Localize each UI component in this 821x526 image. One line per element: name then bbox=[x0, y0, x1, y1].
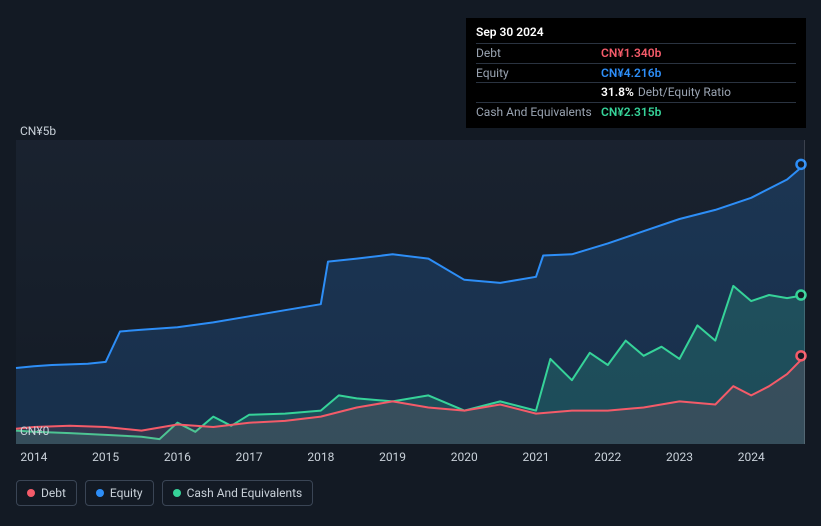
x-axis-tick: 2020 bbox=[451, 450, 478, 464]
tooltip-row: DebtCN¥1.340b bbox=[476, 43, 796, 63]
legend-dot-icon bbox=[27, 489, 35, 497]
legend-dot-icon bbox=[173, 489, 181, 497]
tooltip-row-label: Debt bbox=[476, 45, 601, 62]
x-axis-tick: 2024 bbox=[738, 450, 765, 464]
cursor-line bbox=[804, 140, 805, 444]
legend-label: Debt bbox=[41, 486, 66, 500]
tooltip-date: Sep 30 2024 bbox=[476, 24, 796, 43]
x-axis-tick: 2021 bbox=[523, 450, 550, 464]
tooltip-row-label bbox=[476, 84, 601, 101]
x-axis-tick: 2016 bbox=[164, 450, 191, 464]
x-axis-tick: 2019 bbox=[379, 450, 406, 464]
chart-svg bbox=[16, 140, 805, 444]
x-axis-tick: 2015 bbox=[92, 450, 119, 464]
tooltip-row-value: CN¥2.315b bbox=[601, 104, 661, 121]
tooltip-row-value: 31.8%Debt/Equity Ratio bbox=[601, 84, 731, 101]
legend-item[interactable]: Equity bbox=[85, 480, 154, 506]
y-axis-label-bottom: CN¥0 bbox=[20, 424, 49, 438]
tooltip-row-label: Equity bbox=[476, 65, 601, 82]
tooltip-row-label: Cash And Equivalents bbox=[476, 104, 601, 121]
x-axis-tick: 2014 bbox=[20, 450, 47, 464]
y-axis-label-top: CN¥5b bbox=[20, 124, 56, 138]
legend: Debt Equity Cash And Equivalents bbox=[16, 480, 313, 506]
legend-label: Cash And Equivalents bbox=[187, 486, 303, 500]
legend-item[interactable]: Debt bbox=[16, 480, 77, 506]
tooltip-row-value: CN¥1.340b bbox=[601, 45, 661, 62]
tooltip-row: Cash And EquivalentsCN¥2.315b bbox=[476, 102, 796, 122]
tooltip-row: 31.8%Debt/Equity Ratio bbox=[476, 82, 796, 102]
legend-label: Equity bbox=[110, 486, 143, 500]
tooltip-row-sub: Debt/Equity Ratio bbox=[638, 85, 731, 99]
chart-area bbox=[16, 140, 805, 444]
x-axis-tick: 2022 bbox=[594, 450, 621, 464]
tooltip-row: EquityCN¥4.216b bbox=[476, 63, 796, 83]
legend-dot-icon bbox=[96, 489, 104, 497]
x-axis-tick: 2018 bbox=[307, 450, 334, 464]
x-axis-tick: 2017 bbox=[236, 450, 263, 464]
x-axis-tick: 2023 bbox=[666, 450, 693, 464]
tooltip-panel: Sep 30 2024 DebtCN¥1.340bEquityCN¥4.216b… bbox=[466, 18, 806, 128]
tooltip-row-value: CN¥4.216b bbox=[601, 65, 661, 82]
legend-item[interactable]: Cash And Equivalents bbox=[162, 480, 314, 506]
